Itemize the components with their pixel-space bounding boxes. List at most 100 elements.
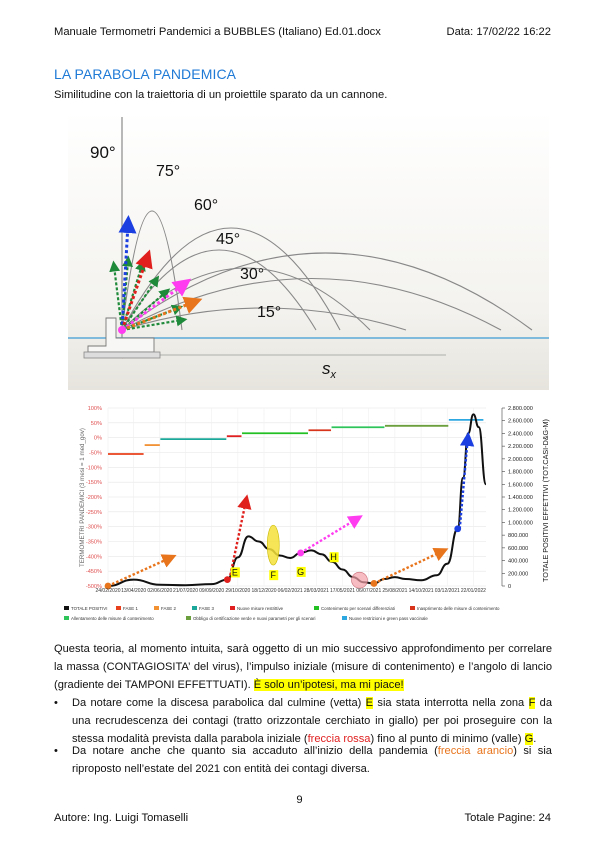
legend-item: FASE 3: [199, 606, 214, 611]
zone-f-ellipse: [266, 524, 280, 566]
bullet-2-text-a: Da notare anche che quanto sia accaduto …: [72, 745, 438, 757]
legend-swatch: [64, 606, 69, 610]
legend-swatch: [192, 606, 197, 610]
legend-swatch: [186, 616, 191, 620]
label-e-bg: [230, 567, 240, 578]
arrow-magenta-h: [300, 515, 363, 554]
y-left-tick-label: -300%: [86, 525, 102, 531]
y-right-tick-label: 2.200.000: [508, 444, 533, 450]
y-right-tick-label: 1.000.000: [508, 520, 533, 526]
bullet-1-text-d: ) fino al punto di minimo (valle): [370, 733, 525, 745]
y-right-tick-label: 1.400.000: [508, 495, 533, 501]
bullet-1-label-f: F: [528, 697, 536, 709]
legend-item: Inasprimento delle misure di conteniment…: [417, 606, 500, 611]
legend-item: Obbligo di certificazione verde e nuovi …: [193, 616, 316, 621]
dot-e: [223, 576, 231, 584]
y-left-tick-label: 0%: [94, 436, 102, 442]
dot-start-2020: [104, 582, 112, 590]
subtitle: Similitudine con la traiettoria di un pr…: [54, 89, 388, 101]
angle-60: 60°: [194, 197, 218, 214]
legend-item: FASE 2: [161, 606, 176, 611]
bullet-1-red-arrow: freccia rossa: [307, 733, 371, 745]
angle-90: 90°: [90, 143, 116, 162]
y-right-tick-label: 2.400.000: [508, 431, 533, 437]
x-tick-label: 22/01/2022: [461, 588, 486, 594]
y-right-tick-label: 1.200.000: [508, 508, 533, 514]
y-right-tick-label: 400.000: [508, 559, 528, 565]
legend-swatch: [410, 606, 415, 610]
x-tick-label: 28/03/2021: [304, 588, 329, 594]
page-title: LA PARABOLA PANDEMICA: [54, 66, 237, 82]
bullet-2-orange-arrow: freccia arancio: [437, 745, 514, 757]
bullet-1-label-e: E: [365, 697, 374, 709]
label-g-bg: [296, 566, 306, 577]
y-left-tick-label: -350%: [86, 540, 102, 546]
y-right-tick-label: 1.800.000: [508, 470, 533, 476]
bullet-1-text-c: da una recrudescenza dei contagi (tratto…: [72, 697, 553, 745]
angle-75: 75°: [156, 163, 180, 180]
header-date: Data: 17/02/22 16:22: [446, 26, 551, 38]
legend-item: Allentamento delle misure di conteniment…: [71, 616, 154, 621]
x-tick-label: 18/12/2020: [252, 588, 277, 594]
bullet-icon: •: [54, 745, 58, 757]
x-tick-label: 06/07/2021: [356, 588, 381, 594]
legend-swatch: [342, 616, 347, 620]
ylabel-left: TERMOMETRI PANDEMICI (3 mesi = 1 med_gov…: [79, 428, 86, 567]
bullet-2: • Da notare anche che quanto sia accadut…: [54, 742, 552, 778]
x-tick-label: 09/09/2020: [199, 588, 224, 594]
y-right-tick-label: 2.000.000: [508, 457, 533, 463]
bullet-1-text-a: Da notare come la discesa parabolica dal…: [72, 697, 366, 709]
pandemic-chart: E F G H 100% 50% 0% -50% -100% -150% -200% -250% -3…: [54, 396, 550, 636]
y-left-tick-label: 100%: [88, 406, 102, 412]
angle-30: 30°: [240, 266, 264, 283]
arrow-orange-2021: [373, 548, 449, 585]
label-e: E: [232, 567, 238, 577]
header-filename: Manuale Termometri Pandemici a BUBBLES (…: [54, 26, 381, 38]
page-number: 9: [296, 794, 303, 806]
y-left-tick-label: -200%: [86, 495, 102, 501]
y-left-tick-label: -400%: [86, 554, 102, 560]
legend-item: Nuove misure restrittive: [237, 606, 284, 611]
bullet-1: • Da notare come la discesa parabolica d…: [54, 694, 552, 748]
x-tick-label: 13/04/2020: [121, 588, 146, 594]
axis-label-sx: sx: [322, 359, 337, 381]
x-tick-label: 29/10/2020: [225, 588, 250, 594]
y-right-tick-label: 600.000: [508, 546, 528, 552]
dot-g: [297, 549, 305, 557]
x-tick-label: 06/02/2021: [278, 588, 303, 594]
dot-minimum-2021: [370, 580, 378, 587]
label-f: F: [271, 570, 277, 580]
paragraph-theory: Questa teoria, al momento intuita, sarà …: [54, 640, 552, 694]
label-g: G: [297, 567, 304, 577]
label-f-bg: [269, 570, 279, 581]
y-left-tick-label: -500%: [86, 584, 102, 590]
x-tick-label: 25/08/2021: [382, 588, 407, 594]
legend-swatch: [154, 606, 159, 610]
x-tick-label: 03/12/2021: [435, 588, 460, 594]
angle-45: 45°: [216, 231, 240, 248]
angle-15: 15°: [257, 304, 281, 321]
arrow-blue-2022: [458, 431, 475, 529]
y-right-tick-label: 0: [508, 584, 511, 590]
footer-author: Autore: Ing. Luigi Tomaselli: [54, 812, 189, 824]
legend-item: Nuove restrizioni e green pass vaccinale: [349, 616, 428, 621]
y-left-tick-label: 50%: [91, 421, 102, 427]
legend-item: TOTALE POSITIVI: [71, 606, 107, 611]
ylabel-right: TOTALE POSITIVI EFFETTIVI (TOT.CASI-D&G-…: [541, 419, 550, 582]
label-h: H: [330, 552, 337, 562]
legend-swatch: [230, 606, 235, 610]
bullet-1-label-g: G: [524, 733, 534, 745]
x-tick-label: 02/06/2020: [147, 588, 172, 594]
dot-2022: [454, 525, 462, 533]
paragraph-highlight: È solo un’ipotesi, ma mi piace!: [253, 679, 404, 691]
y-right-tick-label: 200.000: [508, 571, 528, 577]
zone-g-circle: [351, 571, 368, 589]
label-h-bg: [329, 552, 339, 563]
y-right-tick-label: 1.600.000: [508, 482, 533, 488]
paragraph-text: Questa teoria, al momento intuita, sarà …: [54, 643, 552, 691]
bullet-1-text-b: sia stata interrotta nella zona: [373, 697, 529, 709]
x-tick-label: 14/10/2021: [409, 588, 434, 594]
x-tick-label: 24/02/2020: [95, 588, 120, 594]
bullet-2-text-b: ) si sia riproposto nell’estate del 2021…: [72, 745, 552, 775]
bullet-1-text-e: .: [533, 733, 537, 745]
